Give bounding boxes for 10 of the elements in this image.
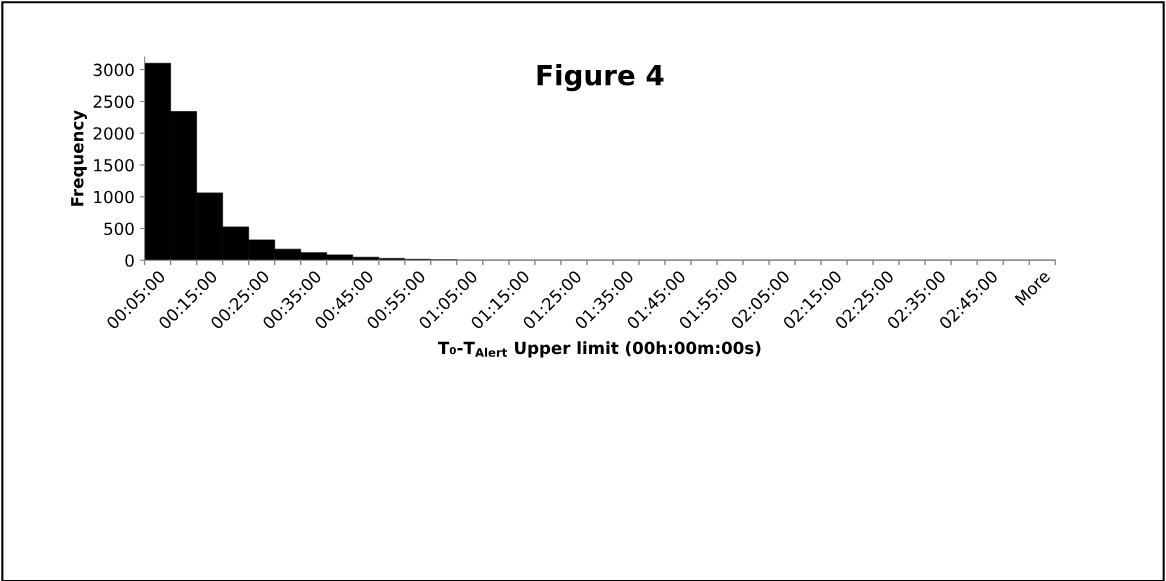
x-axis-title: T₀-T$_{Alert}$ Upper limit (00h:00m:00s)	[437, 341, 761, 358]
chart-title: Figure 4	[537, 64, 664, 92]
y-axis-title: Frequency	[71, 110, 87, 206]
y-tick-label: 1500	[94, 158, 134, 172]
y-tick-label: 0	[125, 254, 134, 267]
y-tick-label: 2000	[93, 127, 134, 140]
y-tick-label: 500	[104, 222, 134, 236]
y-tick-label: 2500	[93, 95, 134, 108]
y-tick-label: 1000	[94, 190, 134, 204]
y-tick-label: 3000	[93, 63, 134, 77]
